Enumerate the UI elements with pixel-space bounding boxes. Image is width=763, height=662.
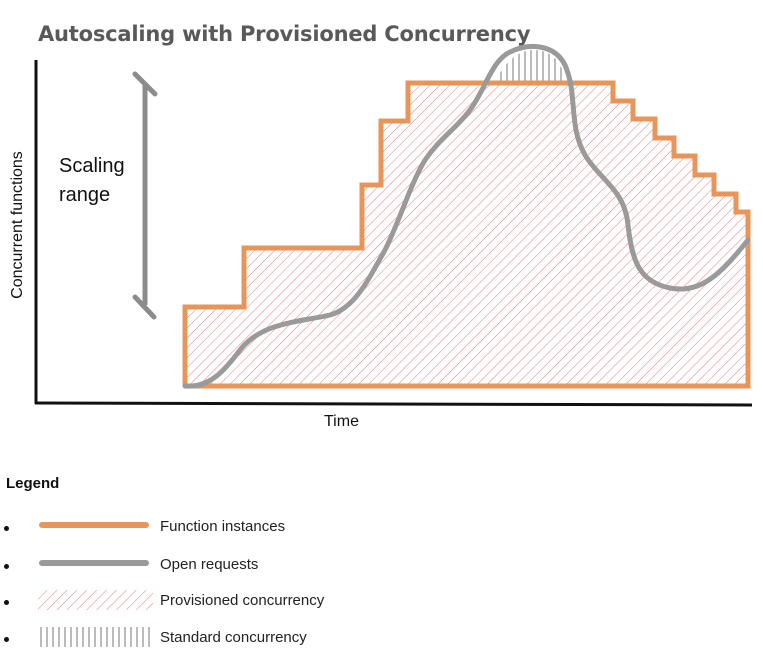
legend-item-standard-concurrency: Standard concurrency: [0, 626, 400, 656]
open-requests-curve: [182, 43, 751, 389]
scaling-range-label: Scaling range: [59, 152, 125, 210]
bullet-icon: [4, 637, 9, 642]
provisioned-concurrency-area: [185, 83, 748, 386]
y-axis-label: Concurrent functions: [9, 151, 26, 299]
scaling-range-label-line1: Scaling: [59, 155, 125, 177]
function-instances-line: [182, 80, 751, 389]
standard-concurrency-area: [495, 50, 566, 83]
legend-item-open-requests: Open requests: [0, 553, 400, 583]
legend-label: Provisioned concurrency: [160, 592, 325, 609]
legend-label: Open requests: [160, 556, 259, 573]
bullet-icon: [4, 526, 9, 531]
legend-item-function-instances: Function instances: [0, 515, 400, 545]
x-axis-label: Time: [324, 413, 359, 430]
scaling-range-arrow: [132, 71, 158, 320]
x-axis: [34, 401, 753, 407]
gray-line-icon: [39, 560, 149, 566]
diagonal-hatch-icon: [38, 590, 153, 610]
chart-title: Autoscaling with Provisioned Concurrency: [38, 22, 531, 46]
orange-line-icon: [39, 522, 149, 528]
vertical-hatch-icon: [38, 627, 153, 647]
legend-label: Function instances: [160, 518, 286, 535]
legend-item-provisioned-concurrency: Provisioned concurrency: [0, 589, 400, 619]
scaling-range-label-line2: range: [59, 184, 111, 206]
legend-label: Standard concurrency: [160, 629, 307, 646]
bullet-icon: [4, 564, 9, 569]
bullet-icon: [4, 600, 9, 605]
legend-title: Legend: [6, 475, 60, 492]
